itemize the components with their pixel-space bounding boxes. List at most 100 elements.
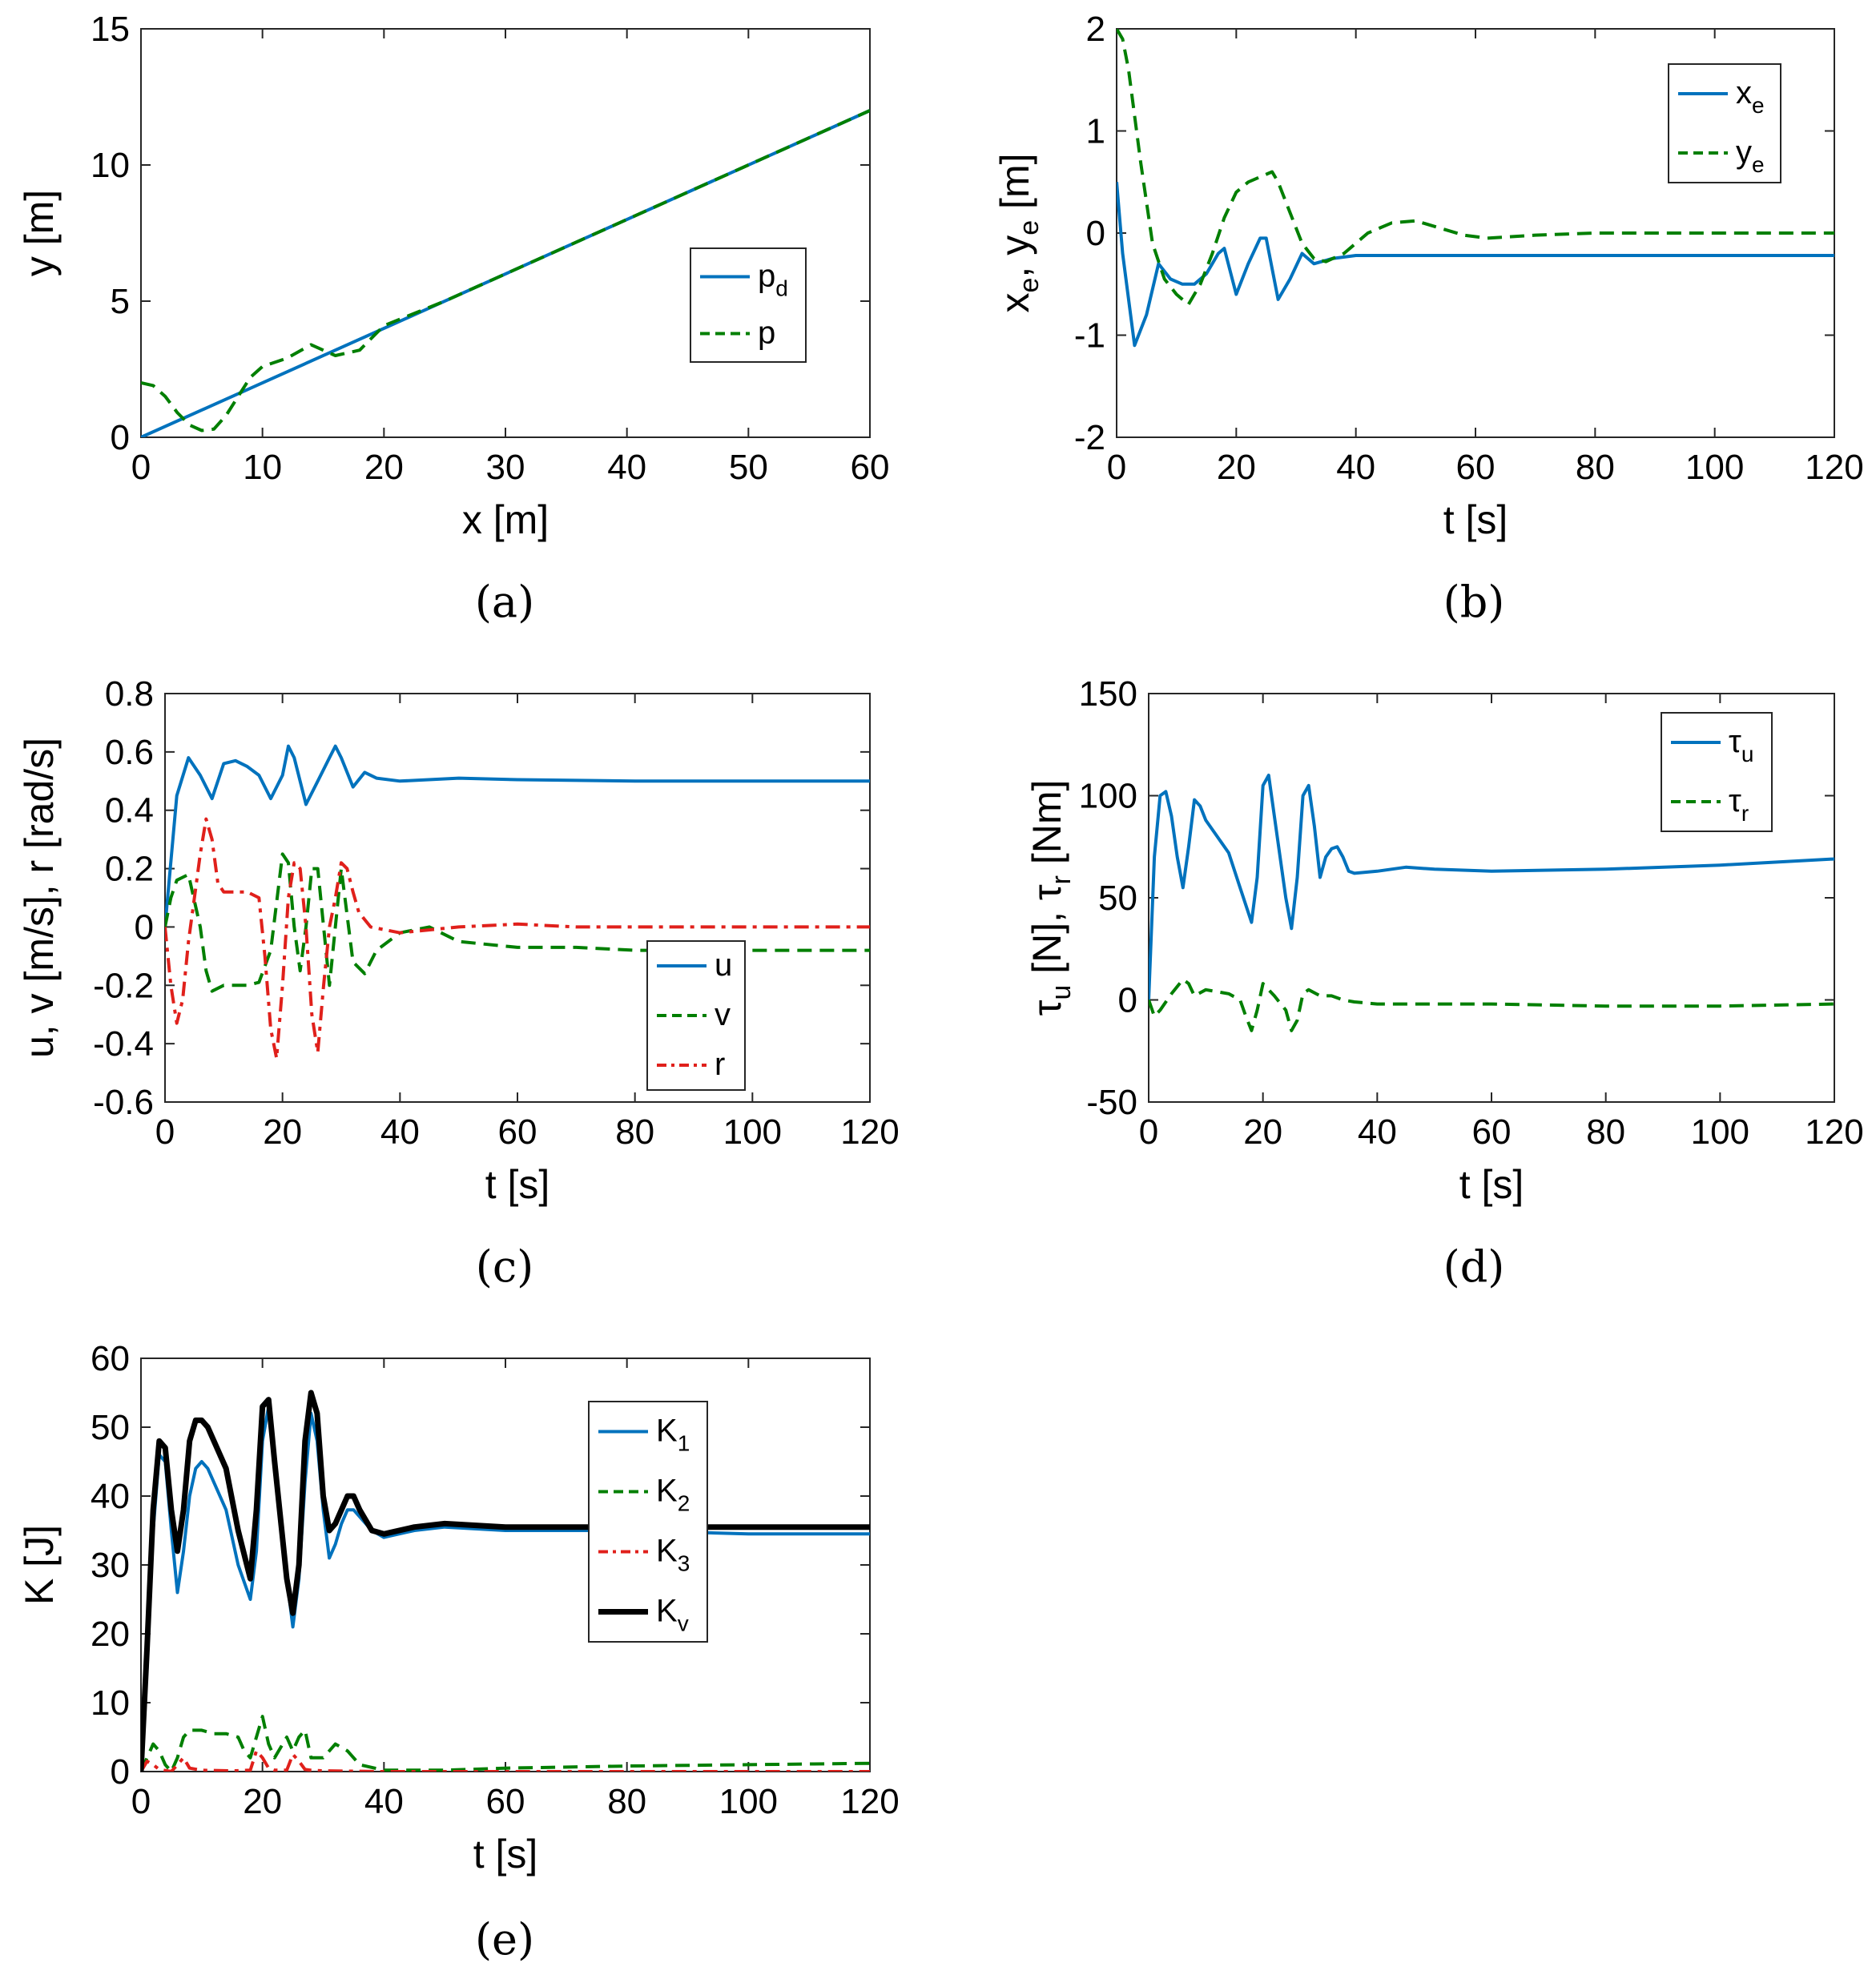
x-tick-label: 60 <box>1456 448 1496 487</box>
legend: τu τr <box>1661 712 1773 832</box>
x-tick-label: 80 <box>615 1112 654 1152</box>
y-tick-label: -0.2 <box>93 966 154 1005</box>
x-tick-label: 0 <box>131 448 151 487</box>
chart-e: 0 20 40 60 80 100 120 0 10 20 30 40 50 60 t [s] K [J] K1… <box>17 1339 900 1965</box>
x-tick-label: 120 <box>1805 1112 1863 1152</box>
x-axis-label: t [s] <box>485 1162 550 1207</box>
x-tick-label: 80 <box>1576 448 1615 487</box>
x-tick-label: 120 <box>840 1112 899 1152</box>
y-axis-label: τu [N], τr [Nm] <box>1025 780 1077 1016</box>
y-tick-label: 15 <box>91 10 130 49</box>
y-tick-label: 2 <box>1086 10 1105 49</box>
series-line---u <box>1149 774 1834 1000</box>
x-tick-label: 40 <box>1336 448 1375 487</box>
legend-label: pd <box>758 259 788 301</box>
legend-label: Kv <box>656 1594 689 1636</box>
y-tick-label: 10 <box>91 146 130 185</box>
panel-label: (c) <box>476 1241 533 1292</box>
y-tick-label: 0 <box>1086 214 1105 253</box>
x-tick-label: 120 <box>1805 448 1863 487</box>
x-tick-label: 0 <box>1107 448 1126 487</box>
x-tick-label: 10 <box>243 448 282 487</box>
y-tick-label: 30 <box>91 1546 130 1585</box>
x-tick-label: 0 <box>131 1782 151 1821</box>
panel-label: (a) <box>475 577 534 627</box>
x-tick-label: 40 <box>364 1782 404 1821</box>
y-tick-label: 60 <box>91 1339 130 1378</box>
legend: xe ye <box>1668 63 1781 183</box>
x-tick-label: 120 <box>840 1782 899 1821</box>
y-tick-label: 0.8 <box>105 674 154 714</box>
x-axis-label: x [m] <box>462 497 549 542</box>
y-tick-label: 5 <box>111 282 130 321</box>
x-tick-label: 30 <box>486 448 525 487</box>
y-tick-label: 50 <box>1098 879 1137 918</box>
x-tick-label: 60 <box>851 448 890 487</box>
panel-label: (e) <box>475 1914 534 1965</box>
x-axis-label: t [s] <box>1443 497 1508 542</box>
x-tick-label: 20 <box>1243 1112 1282 1152</box>
x-tick-label: 20 <box>263 1112 302 1152</box>
x-tick-label: 20 <box>243 1782 282 1821</box>
y-tick-label: -50 <box>1086 1083 1137 1122</box>
x-tick-label: 60 <box>498 1112 537 1152</box>
legend-label: ye <box>1736 135 1765 177</box>
series-line---r <box>1149 978 1834 1032</box>
x-tick-label: 80 <box>1586 1112 1625 1152</box>
x-tick-label: 50 <box>729 448 768 487</box>
legend-box <box>1661 712 1773 832</box>
series-line-x-e <box>1117 182 1834 348</box>
y-tick-label: 0 <box>111 418 130 457</box>
legend-label: r <box>715 1047 725 1082</box>
legend-label: τr <box>1729 783 1749 826</box>
y-tick-label: -0.6 <box>93 1083 154 1122</box>
y-axis-label: u, v [m/s], r [rad/s] <box>17 738 62 1058</box>
series-line-r <box>165 817 870 1060</box>
series-line-p <box>141 109 870 432</box>
x-tick-label: 100 <box>723 1112 782 1152</box>
y-tick-label: 50 <box>91 1408 130 1447</box>
y-tick-label: 0.4 <box>105 791 154 831</box>
series-line-v <box>165 852 870 993</box>
y-tick-label: 20 <box>91 1615 130 1654</box>
x-tick-label: 40 <box>1358 1112 1397 1152</box>
plot-area <box>140 28 871 438</box>
series-line-y-e <box>1117 29 1834 307</box>
y-tick-label: 1 <box>1086 112 1105 151</box>
legend-label: τu <box>1729 724 1753 766</box>
y-tick-label: 0.2 <box>105 850 154 889</box>
legend-label: v <box>715 997 731 1032</box>
legend-box <box>690 247 807 363</box>
chart-a: 0 10 20 30 40 50 60 0 5 10 15 x [m] y [m] pd p (a) <box>17 10 889 627</box>
y-tick-label: 40 <box>91 1477 130 1516</box>
y-tick-label: 0 <box>135 907 154 947</box>
x-tick-label: 0 <box>155 1112 175 1152</box>
legend-box <box>1668 63 1781 183</box>
legend-label: K2 <box>656 1474 690 1516</box>
y-tick-label: -1 <box>1074 316 1105 356</box>
legend: pd p <box>690 247 807 363</box>
legend-label: K3 <box>656 1534 690 1576</box>
y-tick-label: 0 <box>111 1752 130 1792</box>
x-tick-label: 100 <box>719 1782 778 1821</box>
chart-c: 0 20 40 60 80 100 120 -0.6 -0.4 -0.2 0 0.2 0.4 0.6 0.8… <box>17 674 900 1292</box>
panel-label: (b) <box>1443 577 1505 627</box>
legend-label: u <box>715 947 732 983</box>
x-axis-label: t [s] <box>473 1832 538 1876</box>
x-tick-label: 40 <box>607 448 646 487</box>
x-tick-label: 100 <box>1685 448 1744 487</box>
legend-label: p <box>758 316 775 351</box>
x-tick-label: 20 <box>1217 448 1256 487</box>
panel-label: (d) <box>1443 1241 1505 1292</box>
y-axis-label: xe, ye [m] <box>992 154 1045 313</box>
y-tick-label: -0.4 <box>93 1024 154 1064</box>
y-tick-label: 0 <box>1118 981 1137 1020</box>
x-axis-label: t [s] <box>1459 1162 1524 1207</box>
chart-b: 0 20 40 60 80 100 120 -2 -1 0 1 2 t [s] xe, ye [m] xe y… <box>992 10 1864 627</box>
x-tick-label: 40 <box>380 1112 420 1152</box>
x-tick-label: 0 <box>1139 1112 1158 1152</box>
plot-area <box>164 693 871 1103</box>
x-tick-label: 20 <box>364 448 404 487</box>
y-tick-label: 10 <box>91 1683 130 1723</box>
